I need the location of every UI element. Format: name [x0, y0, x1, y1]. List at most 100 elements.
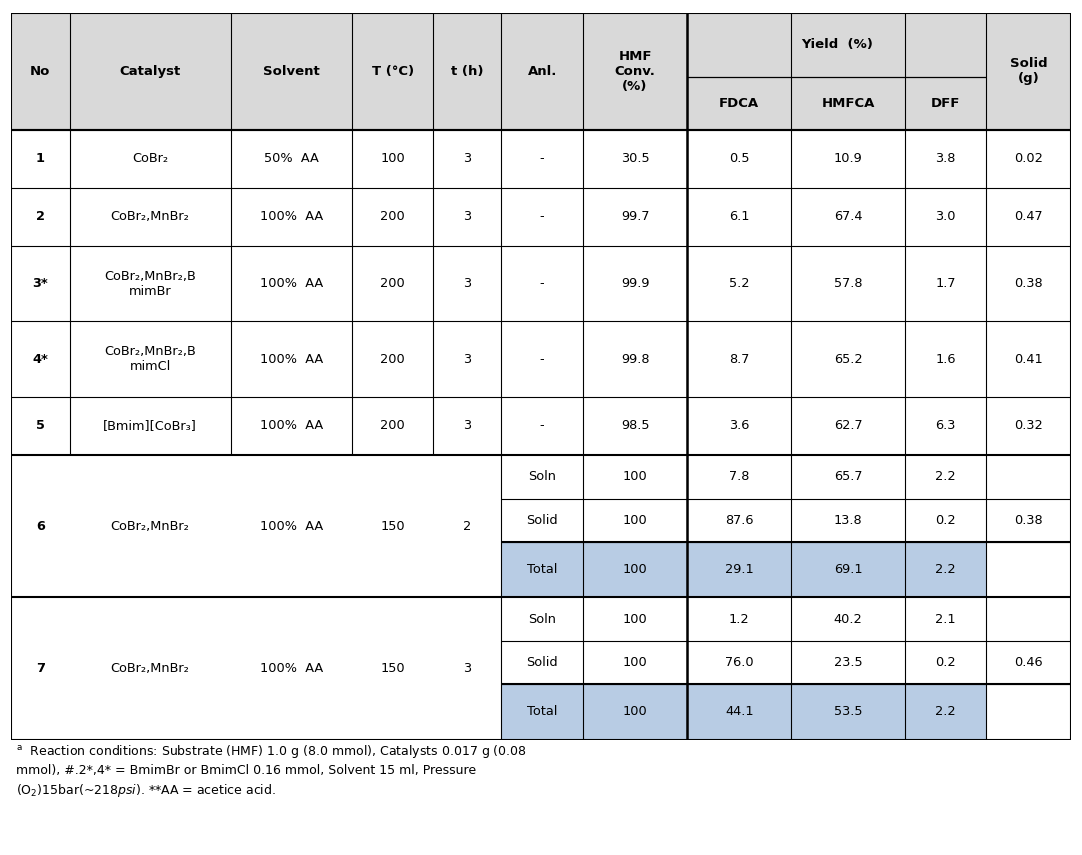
Text: 99.8: 99.8	[621, 352, 649, 366]
Text: Soln: Soln	[528, 470, 556, 483]
Text: CoBr₂,MnBr₂: CoBr₂,MnBr₂	[110, 210, 189, 223]
Text: 3: 3	[463, 210, 472, 223]
Text: 4*: 4*	[32, 352, 49, 366]
Bar	[11, 455, 1071, 498]
Text: 0.46: 0.46	[1015, 656, 1043, 669]
Text: -: -	[540, 152, 544, 165]
Text: 29.1: 29.1	[725, 563, 754, 576]
Text: HMFCA: HMFCA	[821, 97, 874, 110]
Bar	[11, 321, 1071, 397]
Text: 5.2: 5.2	[729, 277, 750, 290]
Bar	[11, 246, 1071, 321]
Text: CoBr₂,MnBr₂,B
mimCl: CoBr₂,MnBr₂,B mimCl	[104, 345, 196, 373]
Text: 87.6: 87.6	[725, 514, 753, 527]
Text: Yield  (%): Yield (%)	[801, 38, 872, 51]
Text: 1.6: 1.6	[935, 352, 955, 366]
Text: DFF: DFF	[931, 97, 960, 110]
Text: 0.38: 0.38	[1015, 514, 1043, 527]
Text: 100: 100	[622, 612, 647, 626]
Text: 2.2: 2.2	[935, 705, 955, 718]
Text: 150: 150	[380, 662, 405, 675]
Text: 100%  AA: 100% AA	[260, 520, 322, 533]
Text: 200: 200	[380, 420, 405, 433]
Text: 2.2: 2.2	[935, 563, 955, 576]
Text: Solvent: Solvent	[263, 65, 319, 78]
Text: 3.8: 3.8	[935, 152, 955, 165]
Text: 100%  AA: 100% AA	[260, 662, 322, 675]
Bar	[501, 684, 986, 740]
Text: Anl.: Anl.	[527, 65, 557, 78]
Text: Solid: Solid	[526, 514, 558, 527]
Text: 13.8: 13.8	[834, 514, 862, 527]
Text: 1.2: 1.2	[729, 612, 750, 626]
Text: -: -	[540, 420, 544, 433]
Text: 67.4: 67.4	[834, 210, 862, 223]
Bar	[986, 542, 1071, 598]
Text: 3: 3	[463, 277, 472, 290]
Text: 100: 100	[622, 514, 647, 527]
Bar	[11, 130, 1071, 188]
Text: -: -	[540, 277, 544, 290]
Text: 53.5: 53.5	[834, 705, 862, 718]
Text: Solid
(g): Solid (g)	[1010, 57, 1047, 86]
Text: t (h): t (h)	[451, 65, 484, 78]
Bar	[501, 542, 986, 598]
Text: Soln: Soln	[528, 612, 556, 626]
Text: 100%  AA: 100% AA	[260, 210, 322, 223]
Text: 1.7: 1.7	[935, 277, 955, 290]
Bar	[11, 542, 501, 598]
Text: 0.32: 0.32	[1014, 420, 1043, 433]
Text: 10.9: 10.9	[833, 152, 862, 165]
Text: 100: 100	[622, 705, 647, 718]
Text: 65.7: 65.7	[834, 470, 862, 483]
Text: 98.5: 98.5	[621, 420, 649, 433]
Text: 100%  AA: 100% AA	[260, 352, 322, 366]
Text: 100%  AA: 100% AA	[260, 277, 322, 290]
Text: 3.6: 3.6	[729, 420, 750, 433]
Text: 50%  AA: 50% AA	[264, 152, 318, 165]
Text: 0.38: 0.38	[1015, 277, 1043, 290]
Text: 2: 2	[463, 520, 472, 533]
Text: 3: 3	[463, 662, 472, 675]
Text: 2.2: 2.2	[935, 470, 955, 483]
Text: 3: 3	[463, 420, 472, 433]
Text: 200: 200	[380, 352, 405, 366]
Text: 100: 100	[380, 152, 405, 165]
Text: 0.47: 0.47	[1015, 210, 1043, 223]
Text: 44.1: 44.1	[725, 705, 753, 718]
Text: 3*: 3*	[32, 277, 49, 290]
Bar	[11, 397, 1071, 455]
Text: 2: 2	[36, 210, 44, 223]
Text: T (°C): T (°C)	[371, 65, 413, 78]
Text: 100: 100	[622, 563, 647, 576]
Text: CoBr₂,MnBr₂: CoBr₂,MnBr₂	[110, 662, 189, 675]
Bar	[11, 684, 501, 740]
Text: 7.8: 7.8	[729, 470, 750, 483]
Text: 99.9: 99.9	[621, 277, 649, 290]
Text: 0.02: 0.02	[1014, 152, 1043, 165]
Text: HMF
Conv.
(%): HMF Conv. (%)	[615, 50, 656, 93]
Text: 69.1: 69.1	[834, 563, 862, 576]
Text: 7: 7	[36, 662, 44, 675]
Text: 0.2: 0.2	[935, 514, 955, 527]
Text: 3.0: 3.0	[935, 210, 955, 223]
Text: No: No	[30, 65, 51, 78]
Text: 3: 3	[463, 352, 472, 366]
Text: 57.8: 57.8	[834, 277, 862, 290]
Text: 100%  AA: 100% AA	[260, 420, 322, 433]
Text: 5: 5	[36, 420, 44, 433]
Text: Total: Total	[527, 705, 557, 718]
Bar	[11, 598, 1071, 641]
Bar	[986, 684, 1071, 740]
Text: 2.1: 2.1	[935, 612, 955, 626]
Text: CoBr₂,MnBr₂: CoBr₂,MnBr₂	[110, 520, 189, 533]
Text: [Bmim][CoBr₃]: [Bmim][CoBr₃]	[103, 420, 197, 433]
Text: 3: 3	[463, 152, 472, 165]
Text: Solid: Solid	[526, 656, 558, 669]
Text: 6.1: 6.1	[729, 210, 750, 223]
Text: 30.5: 30.5	[621, 152, 649, 165]
Text: 62.7: 62.7	[834, 420, 862, 433]
Text: 76.0: 76.0	[725, 656, 753, 669]
Text: 40.2: 40.2	[833, 612, 862, 626]
Text: Total: Total	[527, 563, 557, 576]
